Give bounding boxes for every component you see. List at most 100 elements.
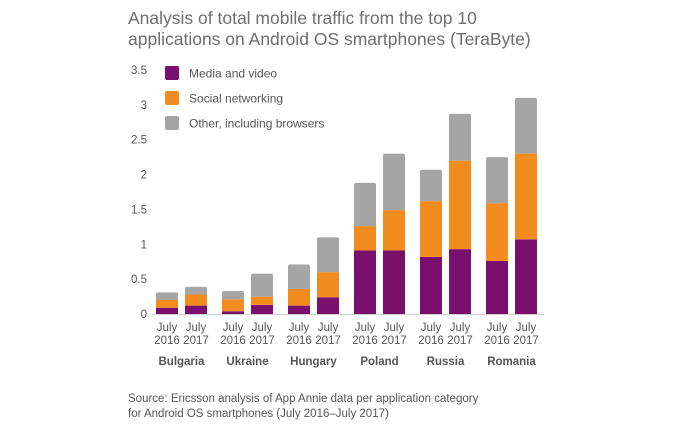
bar-segment-media-and-video	[383, 250, 405, 314]
bar-ukraine-2016	[222, 290, 244, 314]
legend-label: Social networking	[189, 92, 283, 106]
bar-segment-media-and-video	[354, 250, 376, 314]
bar-segment-other-including-browsers	[222, 290, 244, 300]
bar-segment-media-and-video	[317, 297, 339, 314]
group-label: Hungary	[290, 356, 337, 368]
bar-bulgaria-2017	[185, 286, 207, 314]
bar-russia-2016	[420, 169, 442, 314]
group-label: Bulgaria	[158, 356, 205, 368]
x-axis: July2016July2017BulgariaJuly2016July2017…	[152, 314, 544, 368]
y-tick-label: 0	[141, 309, 147, 321]
legend-label: Media and video	[189, 67, 277, 81]
source-line-1: Source: Ericsson analysis of App Annie d…	[128, 393, 479, 405]
x-tick-label-year: 2017	[315, 335, 341, 347]
y-tick-label: 2	[141, 170, 147, 182]
bar-segment-media-and-video	[420, 256, 442, 314]
legend: Media and video Social networking Other, i…	[165, 66, 324, 131]
group-label: Poland	[360, 356, 398, 368]
x-tick-label-month: July	[186, 322, 207, 334]
x-tick-label-month: July	[223, 322, 244, 334]
x-tick-label-year: 2016	[418, 335, 444, 347]
bar-segment-media-and-video	[222, 311, 244, 314]
bar-ukraine-2017	[251, 273, 273, 314]
bar-segment-social-networking	[383, 210, 405, 251]
x-tick-label-year: 2017	[249, 335, 275, 347]
x-tick-label-year: 2017	[513, 335, 539, 347]
bar-segment-other-including-browsers	[288, 264, 310, 289]
bar-segment-other-including-browsers	[317, 237, 339, 273]
x-tick-label-month: July	[487, 322, 508, 334]
bars	[156, 97, 537, 314]
bar-segment-other-including-browsers	[486, 157, 508, 204]
bar-segment-other-including-browsers	[185, 286, 207, 295]
y-tick-label: 1	[141, 239, 147, 251]
bar-segment-media-and-video	[486, 261, 508, 314]
bar-segment-other-including-browsers	[251, 273, 273, 297]
legend-item: Other, including browsers	[165, 116, 324, 131]
bar-segment-social-networking	[222, 299, 244, 312]
x-tick-label-month: July	[355, 322, 376, 334]
chart-title: Analysis of total mobile traffic from th…	[128, 8, 648, 50]
y-tick-label: 2.5	[131, 135, 147, 147]
bar-segment-social-networking	[317, 272, 339, 298]
x-tick-label-year: 2016	[484, 335, 510, 347]
bar-segment-social-networking	[354, 226, 376, 251]
bar-segment-other-including-browsers	[354, 182, 376, 227]
bar-segment-social-networking	[156, 300, 178, 308]
bar-segment-social-networking	[449, 160, 471, 250]
legend-item: Media and video	[165, 66, 277, 81]
legend-swatch	[165, 66, 179, 80]
y-tick-label: 0.5	[131, 274, 147, 286]
x-tick-label-month: July	[252, 322, 273, 334]
bar-segment-social-networking	[288, 288, 310, 306]
bar-segment-other-including-browsers	[156, 292, 178, 301]
bar-segment-other-including-browsers	[383, 153, 405, 211]
bar-segment-media-and-video	[251, 304, 273, 314]
bar-segment-media-and-video	[288, 305, 310, 314]
bar-poland-2016	[354, 182, 376, 314]
x-tick-label-year: 2017	[381, 335, 407, 347]
x-tick-label-year: 2017	[447, 335, 473, 347]
bar-segment-media-and-video	[185, 305, 207, 314]
bar-bulgaria-2016	[156, 292, 178, 314]
chart-title-line-1: Analysis of total mobile traffic from th…	[128, 8, 477, 28]
source-note: Source: Ericsson analysis of App Annie d…	[128, 392, 628, 422]
x-tick-label-month: July	[450, 322, 471, 334]
group-label: Ukraine	[226, 356, 268, 368]
bar-segment-social-networking	[251, 296, 273, 305]
legend-swatch	[165, 91, 179, 105]
chart-title-line-2: applications on Android OS smartphones (…	[128, 29, 531, 49]
stacked-bar-chart: 00.511.522.533.5 July2016July2017Bulgari…	[131, 65, 544, 368]
x-tick-label-year: 2016	[352, 335, 378, 347]
x-tick-label-year: 2016	[286, 335, 312, 347]
bar-segment-social-networking	[420, 201, 442, 257]
bar-segment-social-networking	[185, 294, 207, 306]
x-tick-label-year: 2016	[154, 335, 180, 347]
bar-segment-other-including-browsers	[449, 113, 471, 161]
legend-label: Other, including browsers	[189, 117, 324, 131]
x-tick-label-month: July	[289, 322, 310, 334]
bar-hungary-2017	[317, 237, 339, 314]
bar-poland-2017	[383, 153, 405, 314]
x-tick-label-month: July	[318, 322, 339, 334]
group-label: Romania	[487, 356, 536, 368]
bar-segment-media-and-video	[449, 249, 471, 314]
legend-item: Social networking	[165, 91, 283, 106]
bar-russia-2017	[449, 113, 471, 314]
x-tick-label-month: July	[384, 322, 405, 334]
bar-segment-social-networking	[486, 203, 508, 262]
group-label: Russia	[427, 356, 465, 368]
x-tick-label-month: July	[157, 322, 178, 334]
y-tick-label: 3.5	[131, 65, 147, 77]
bar-segment-social-networking	[515, 153, 537, 240]
bar-romania-2017	[515, 97, 537, 314]
source-line-2: for Android OS smartphones (July 2016–Ju…	[128, 408, 389, 420]
bar-romania-2016	[486, 157, 508, 314]
x-tick-label-year: 2017	[183, 335, 209, 347]
bar-segment-other-including-browsers	[420, 169, 442, 202]
x-tick-label-year: 2016	[220, 335, 246, 347]
bar-segment-media-and-video	[515, 239, 537, 314]
y-tick-label: 3	[141, 100, 147, 112]
legend-swatch	[165, 116, 179, 130]
x-tick-label-month: July	[516, 322, 537, 334]
